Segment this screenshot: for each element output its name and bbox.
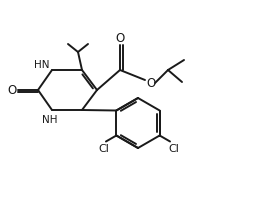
Text: O: O — [115, 31, 125, 45]
Text: Cl: Cl — [99, 144, 110, 153]
Text: O: O — [146, 76, 156, 89]
Text: HN: HN — [34, 60, 50, 70]
Text: O: O — [7, 84, 17, 96]
Text: Cl: Cl — [169, 144, 179, 153]
Text: NH: NH — [42, 115, 58, 125]
